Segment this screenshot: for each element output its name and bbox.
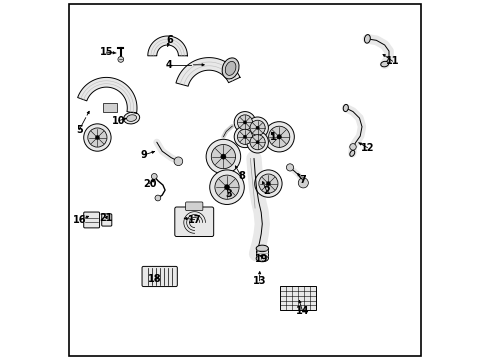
Ellipse shape <box>123 112 140 124</box>
Circle shape <box>259 174 278 193</box>
Ellipse shape <box>222 58 239 79</box>
Bar <box>256 248 269 258</box>
Circle shape <box>298 178 308 188</box>
Ellipse shape <box>381 61 389 67</box>
Text: 3: 3 <box>225 189 232 199</box>
Text: 15: 15 <box>99 47 113 57</box>
Ellipse shape <box>256 245 269 252</box>
Circle shape <box>350 144 356 150</box>
Circle shape <box>277 135 281 139</box>
Text: 17: 17 <box>188 215 201 225</box>
Text: 18: 18 <box>148 274 162 284</box>
Text: 10: 10 <box>112 116 126 126</box>
Text: 8: 8 <box>238 171 245 181</box>
Text: 5: 5 <box>76 125 83 135</box>
Circle shape <box>238 115 252 130</box>
Circle shape <box>224 185 230 190</box>
Text: 13: 13 <box>253 276 266 286</box>
Circle shape <box>174 157 183 166</box>
Circle shape <box>238 129 252 144</box>
Circle shape <box>269 126 290 147</box>
Ellipse shape <box>225 62 236 75</box>
Circle shape <box>155 195 161 201</box>
Circle shape <box>250 135 265 150</box>
Circle shape <box>234 126 256 148</box>
Circle shape <box>255 170 282 197</box>
Circle shape <box>88 128 107 147</box>
Polygon shape <box>77 77 137 113</box>
Text: 14: 14 <box>296 306 309 316</box>
Circle shape <box>256 140 259 144</box>
Circle shape <box>84 124 111 151</box>
Circle shape <box>221 154 226 159</box>
Circle shape <box>247 131 269 153</box>
Circle shape <box>286 164 294 171</box>
Text: 4: 4 <box>166 60 173 70</box>
Circle shape <box>250 120 265 135</box>
Text: 12: 12 <box>361 143 374 153</box>
Bar <box>103 103 117 112</box>
Circle shape <box>211 144 236 169</box>
Circle shape <box>206 139 241 174</box>
Text: 21: 21 <box>99 213 113 223</box>
FancyBboxPatch shape <box>102 214 112 226</box>
Circle shape <box>247 117 269 139</box>
Circle shape <box>244 135 246 139</box>
Text: 11: 11 <box>386 56 399 66</box>
Circle shape <box>244 121 246 124</box>
Circle shape <box>256 126 259 129</box>
FancyBboxPatch shape <box>142 266 177 287</box>
Ellipse shape <box>350 150 355 156</box>
FancyBboxPatch shape <box>84 212 99 228</box>
Polygon shape <box>148 36 187 56</box>
Circle shape <box>234 112 256 133</box>
Text: 20: 20 <box>143 179 156 189</box>
Circle shape <box>264 122 294 152</box>
Bar <box>280 286 316 310</box>
Text: 6: 6 <box>166 35 173 45</box>
Text: 19: 19 <box>254 254 268 264</box>
FancyBboxPatch shape <box>186 202 203 211</box>
Circle shape <box>215 175 239 199</box>
Ellipse shape <box>343 104 348 112</box>
Text: 1: 1 <box>270 132 277 142</box>
Ellipse shape <box>126 115 137 121</box>
Ellipse shape <box>365 35 370 43</box>
Text: 7: 7 <box>299 175 306 185</box>
FancyBboxPatch shape <box>175 207 214 237</box>
Circle shape <box>96 135 99 140</box>
Polygon shape <box>176 58 240 86</box>
Text: 16: 16 <box>74 215 87 225</box>
Ellipse shape <box>256 255 269 262</box>
Circle shape <box>151 174 157 179</box>
Text: 9: 9 <box>141 150 147 160</box>
Text: 2: 2 <box>263 186 270 196</box>
Circle shape <box>267 181 270 186</box>
Circle shape <box>210 170 245 204</box>
Circle shape <box>118 57 123 62</box>
